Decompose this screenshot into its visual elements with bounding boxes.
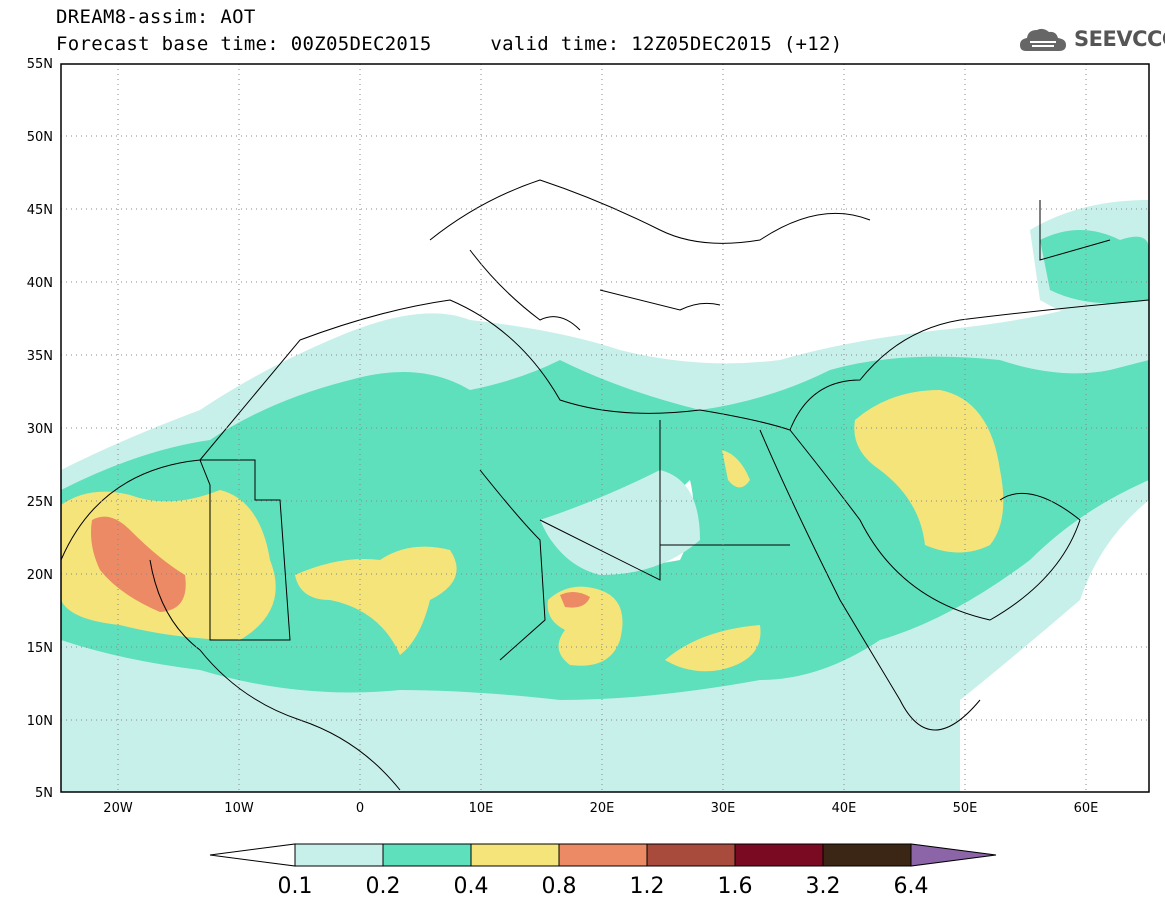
lon-label: 20W: [103, 801, 133, 816]
colorbar-label: 0.1: [278, 874, 313, 899]
lon-label: 50E: [953, 801, 978, 816]
colorbar-label: 0.2: [366, 874, 401, 899]
cloud-logo-icon: [1020, 28, 1066, 51]
lon-label: 40E: [832, 801, 857, 816]
lat-label: 15N: [27, 641, 53, 656]
aot-band-0.4-arabia: [854, 390, 1004, 553]
aot-band-0.8-west: [91, 516, 186, 612]
lon-label: 60E: [1074, 801, 1099, 816]
lon-label: 20E: [590, 801, 615, 816]
lon-label: 10W: [224, 801, 254, 816]
lat-label: 20N: [27, 568, 53, 583]
colorbar-labels: 0.1 0.2 0.4 0.8 1.2 1.6 3.2 6.4: [278, 874, 929, 899]
colorbar-label: 0.4: [454, 874, 489, 899]
lon-label: 0: [356, 801, 364, 816]
lat-label: 45N: [27, 203, 53, 218]
chart-title: DREAM8-assim: AOT: [56, 6, 256, 28]
colorbar-label: 0.8: [542, 874, 577, 899]
lat-label: 30N: [27, 422, 53, 437]
aot-band-0.8-chad: [560, 591, 590, 608]
lat-label: 25N: [27, 495, 53, 510]
colorbar-label: 1.2: [630, 874, 665, 899]
lat-label: 5N: [35, 786, 53, 801]
lat-label: 35N: [27, 349, 53, 364]
colorbar-label: 1.6: [718, 874, 753, 899]
colorbar-label: 6.4: [894, 874, 929, 899]
aot-band-0.2-north: [1040, 230, 1149, 304]
aot-map: 55N 50N 45N 40N 35N 30N 25N 20N 15N 10N …: [27, 57, 1150, 816]
lat-label: 55N: [27, 57, 53, 72]
map-frame: [60, 63, 1150, 793]
lon-label: 10E: [469, 801, 494, 816]
longitude-labels: 20W 10W 0 10E 20E 30E 40E 50E 60E: [103, 801, 1098, 816]
forecast-time-subtitle: Forecast base time: 00Z05DEC2015 valid t…: [56, 33, 843, 55]
lat-label: 50N: [27, 130, 53, 145]
logo-text: SEEVCCC: [1074, 27, 1165, 51]
colorbar-label: 3.2: [806, 874, 841, 899]
lat-label: 40N: [27, 276, 53, 291]
coastlines: [61, 179, 1149, 791]
latitude-labels: 55N 50N 45N 40N 35N 30N 25N 20N 15N 10N …: [27, 57, 53, 801]
lat-label: 10N: [27, 714, 53, 729]
lon-label: 30E: [711, 801, 736, 816]
aot-band-0.4-sudan: [665, 625, 761, 672]
aot-band-0.4-egypt: [722, 450, 750, 488]
